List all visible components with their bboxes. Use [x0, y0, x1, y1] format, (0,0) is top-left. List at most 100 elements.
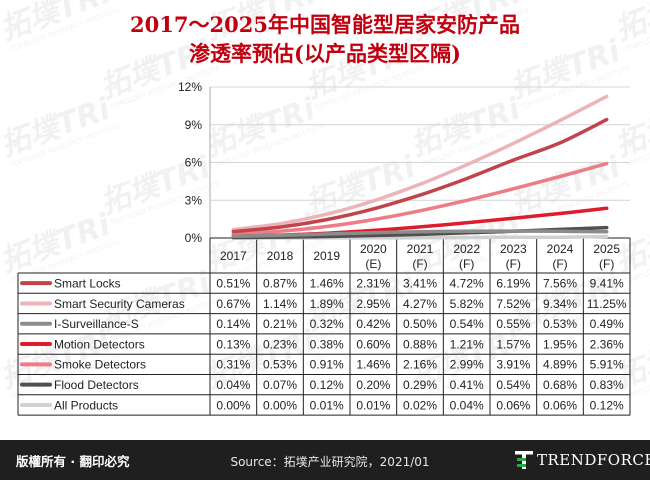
y-tick-label: 9%: [185, 118, 203, 132]
data-label: 0.06%: [496, 398, 530, 412]
data-label: 0.51%: [216, 276, 250, 290]
data-label: 1.21%: [450, 337, 484, 351]
data-label: 0.32%: [310, 317, 344, 331]
data-label: 1.46%: [356, 358, 390, 372]
x-tick-label: 2022: [453, 242, 480, 256]
data-label: 0.01%: [310, 398, 344, 412]
series-line: [231, 161, 609, 236]
data-label: 0.60%: [356, 337, 390, 351]
series-name: Flood Detectors: [54, 378, 139, 392]
source-note: Source：拓墣产业研究院，2021/01: [230, 455, 430, 469]
data-label: 9.41%: [590, 276, 624, 290]
data-label: 1.57%: [496, 337, 530, 351]
data-label: 5.82%: [450, 297, 484, 311]
y-tick-label: 6%: [185, 156, 203, 170]
data-label: 0.87%: [263, 276, 297, 290]
data-label: 0.91%: [310, 358, 344, 372]
data-label: 0.00%: [216, 398, 250, 412]
data-label: 0.14%: [216, 317, 250, 331]
data-label: 0.67%: [216, 297, 250, 311]
data-label: 0.20%: [356, 378, 390, 392]
data-label: 7.52%: [496, 297, 530, 311]
x-tick-label: 2023: [500, 242, 527, 256]
data-label: 3.41%: [403, 276, 437, 290]
data-label: 0.07%: [263, 378, 297, 392]
table-row: I-Surveillance-S 0.14% 0.21% 0.32% 0.42% 0.50…: [20, 317, 624, 331]
data-label: 1.46%: [310, 276, 344, 290]
chart-title: 2017～2025年中国智能型居家安防产品 渗透率预估(以产品类型区隔): [0, 10, 650, 68]
x-tick-label-sub: (F): [412, 257, 427, 271]
data-label: 0.21%: [263, 317, 297, 331]
x-tick-label-sub: (E): [365, 257, 381, 271]
data-label: 0.54%: [450, 317, 484, 331]
data-label: 0.12%: [310, 378, 344, 392]
data-label: 0.13%: [216, 337, 250, 351]
data-label: 9.34%: [543, 297, 577, 311]
y-tick-label: 0%: [185, 231, 203, 245]
data-label: 0.53%: [263, 358, 297, 372]
y-tick-label: 3%: [185, 193, 203, 207]
data-label: 0.88%: [403, 337, 437, 351]
data-label: 0.04%: [216, 378, 250, 392]
x-tick-label-sub: (F): [552, 257, 567, 271]
data-label: 2.95%: [356, 297, 390, 311]
data-label: 0.55%: [496, 317, 530, 331]
data-label: 7.56%: [543, 276, 577, 290]
table-row: Motion Detectors 0.13% 0.23% 0.38% 0.60% 0.88…: [20, 337, 624, 351]
x-tick-label-sub: (F): [599, 257, 614, 271]
data-label: 0.42%: [356, 317, 390, 331]
y-tick-label: 12%: [178, 80, 202, 94]
table-row: Smoke Detectors 0.31% 0.53% 0.91% 1.46% 2.16%…: [20, 358, 624, 372]
data-label: 0.41%: [450, 378, 484, 392]
data-label: 0.49%: [590, 317, 624, 331]
x-tick-label: 2017: [220, 249, 247, 263]
table-row: Smart Locks 0.51% 0.87% 1.46% 2.31% 3.41% 4.72…: [20, 276, 624, 290]
x-tick-label: 2024: [547, 242, 574, 256]
data-label: 11.25%: [587, 297, 627, 311]
series-line: [231, 229, 609, 238]
table-row: All Products 0.00% 0.00% 0.01% 0.01% 0.02% 0.0…: [20, 398, 624, 412]
table-header: 2017 2018 2019 2020(E)2021(F)2022(F)2023(F)…: [220, 242, 620, 271]
data-label: 0.29%: [403, 378, 437, 392]
data-label: 4.27%: [403, 297, 437, 311]
data-label: 0.83%: [590, 378, 624, 392]
x-tick-label: 2025: [593, 242, 620, 256]
data-label: 0.50%: [403, 317, 437, 331]
data-label: 0.68%: [543, 378, 577, 392]
data-label: 5.91%: [590, 358, 624, 372]
series-name: Smart Locks: [54, 276, 121, 290]
x-tick-label-sub: (F): [506, 257, 521, 271]
data-label: 0.54%: [496, 378, 530, 392]
x-tick-label-sub: (F): [459, 257, 474, 271]
series-line: [231, 117, 609, 234]
data-label: 0.02%: [403, 398, 437, 412]
trendforce-mark-icon: [515, 451, 533, 469]
table-row: Flood Detectors 0.04% 0.07% 0.12% 0.20% 0.29%…: [20, 378, 624, 392]
series-name: Smoke Detectors: [54, 358, 146, 372]
data-label: 0.04%: [450, 398, 484, 412]
data-label: 2.31%: [356, 276, 390, 290]
x-tick-label: 2018: [267, 249, 294, 263]
title-line-2: 渗透率预估(以产品类型区隔): [189, 41, 461, 66]
watermark-logo-text: 拓墣TRi: [611, 91, 650, 163]
series-name: Smart Security Cameras: [54, 297, 185, 311]
copyright-notice: 版權所有 · 翻印必究: [16, 454, 130, 469]
data-label: 2.16%: [403, 358, 437, 372]
data-label: 0.53%: [543, 317, 577, 331]
series-name: I-Surveillance-S: [54, 317, 139, 331]
series-lines: [231, 94, 609, 240]
data-table: 2017 2018 2019 2020(E)2021(F)2022(F)2023(F)…: [17, 237, 631, 416]
data-label: 3.91%: [496, 358, 530, 372]
data-label: 0.31%: [216, 358, 250, 372]
data-label: 4.72%: [450, 276, 484, 290]
data-label: 4.89%: [543, 358, 577, 372]
series-name: Motion Detectors: [54, 337, 145, 351]
x-tick-label: 2021: [407, 242, 434, 256]
data-label: 2.36%: [590, 337, 624, 351]
data-label: 0.06%: [543, 398, 577, 412]
